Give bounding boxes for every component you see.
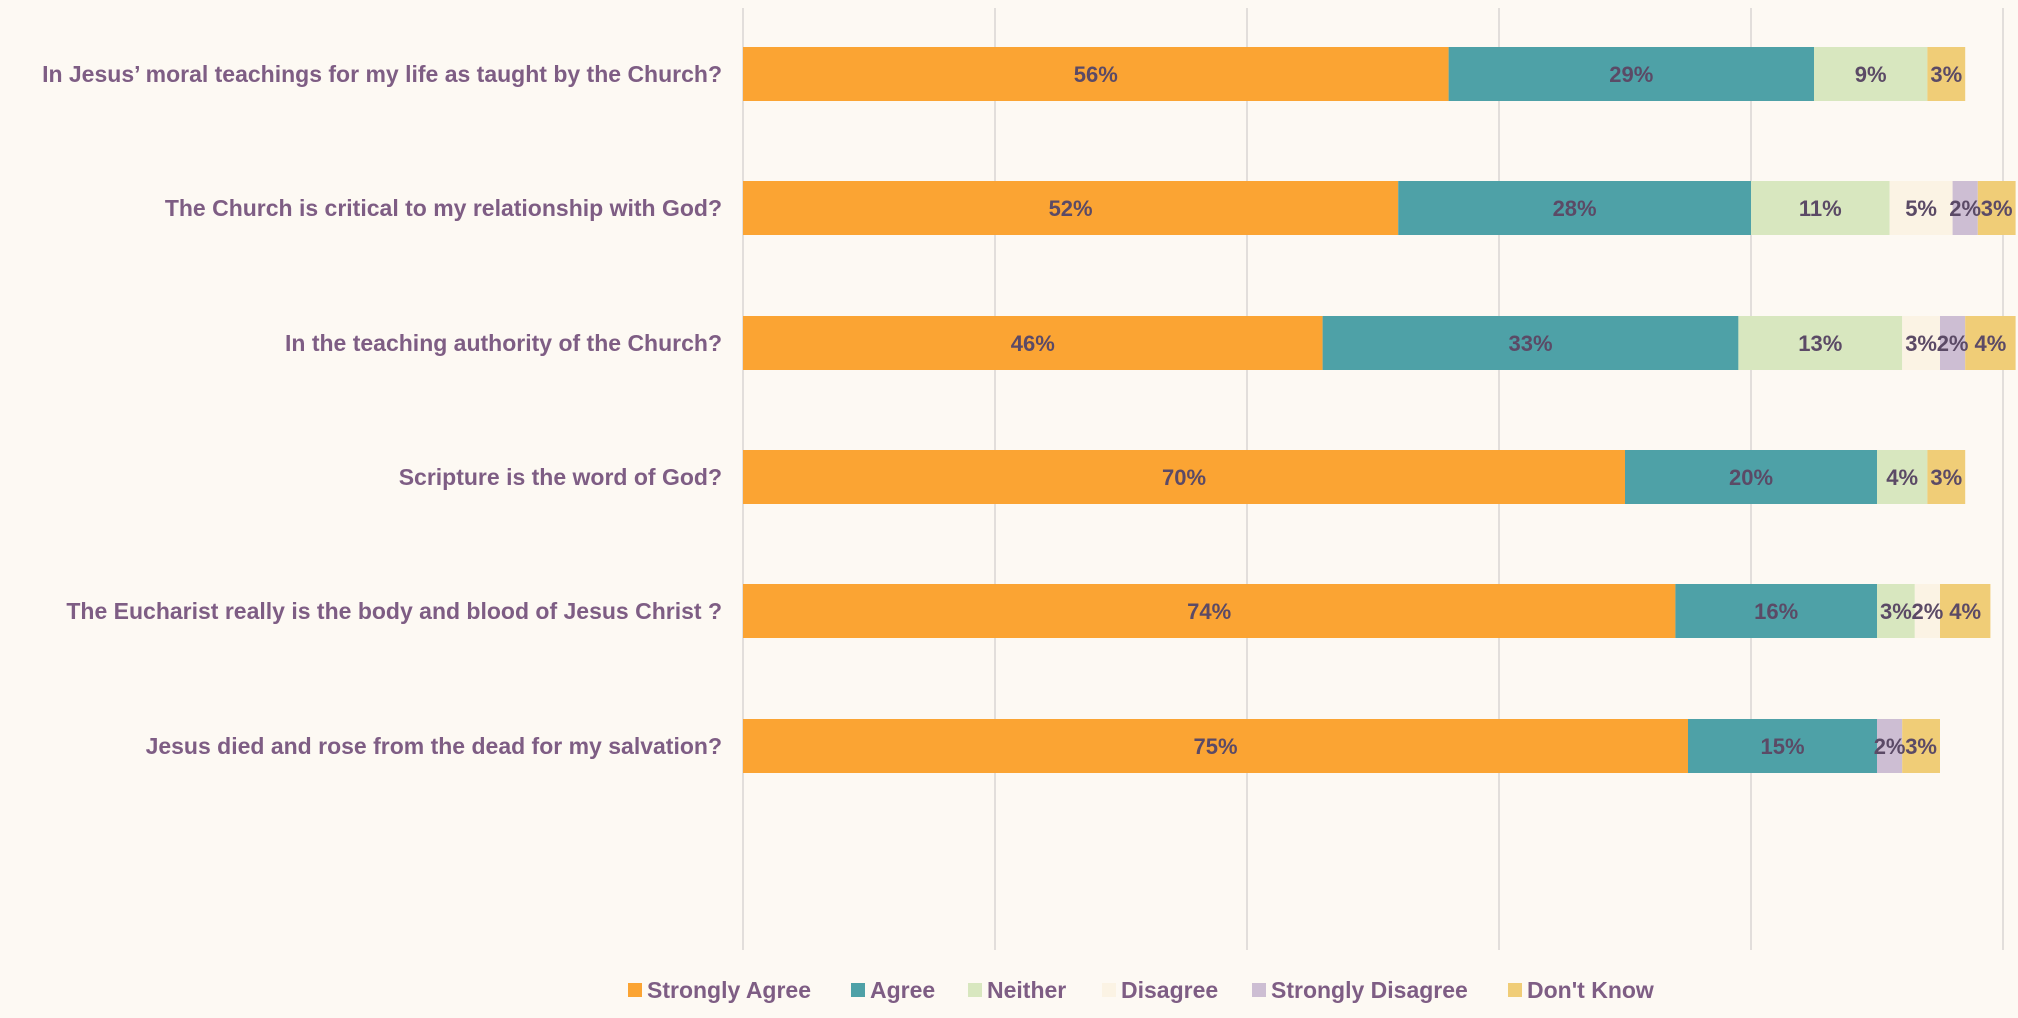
legend-swatch	[1508, 983, 1522, 997]
bar-segment	[1322, 316, 1739, 370]
data-label: 11%	[1799, 196, 1842, 221]
bar-segment	[1448, 47, 1814, 101]
bar-segment	[1940, 584, 1991, 638]
category-label: In Jesus’ moral teachings for my life as…	[42, 61, 722, 87]
legend-swatch	[1252, 983, 1266, 997]
bar-segment	[1751, 181, 1890, 235]
data-label: 2%	[1937, 331, 1969, 356]
bar-segment	[1889, 181, 1953, 235]
data-label: 29%	[1609, 62, 1653, 87]
bar-segment	[1965, 316, 2016, 370]
bar-segment	[1877, 719, 1903, 773]
category-label: Scripture is the word of God?	[399, 464, 722, 490]
bar-segment	[743, 316, 1323, 370]
data-label: 28%	[1553, 196, 1597, 221]
category-label: In the teaching authority of the Church?	[285, 330, 722, 356]
category-label: The Eucharist really is the body and blo…	[66, 598, 722, 624]
data-label: 46%	[1011, 331, 1055, 356]
data-label: 20%	[1729, 465, 1773, 490]
data-label: 3%	[1905, 734, 1937, 759]
data-label: 15%	[1760, 734, 1804, 759]
legend: Strongly Agree Agree Neither Disagree Strong…	[628, 977, 1654, 1003]
data-label: 16%	[1754, 599, 1798, 624]
data-label: 3%	[1930, 465, 1962, 490]
data-label: 4%	[1949, 599, 1981, 624]
value-labels: 56% 29% 9% 3%52% 28% 11% 5% 2% 3%46% 33% 13% 3% 2% 4%…	[1011, 62, 2013, 759]
legend-entry: Disagree	[1121, 977, 1218, 1003]
bar-segment	[1675, 584, 1877, 638]
data-label: 3%	[1905, 331, 1937, 356]
bar-segment	[1927, 450, 1966, 504]
legend-swatch	[851, 983, 865, 997]
bar-segment	[1877, 450, 1928, 504]
data-label: 3%	[1981, 196, 2013, 221]
data-label: 2%	[1949, 196, 1981, 221]
category-label: The Church is critical to my relationshi…	[165, 195, 722, 221]
legend-entry: Agree	[870, 977, 935, 1003]
bar-segment	[1914, 584, 1940, 638]
category-labels: In Jesus’ moral teachings for my life as…	[42, 61, 722, 759]
legend-entry: Neither	[987, 977, 1066, 1003]
data-label: 9%	[1855, 62, 1887, 87]
bar-segment	[743, 584, 1676, 638]
legend-entry: Strongly Agree	[647, 977, 811, 1003]
bar-segment	[1398, 181, 1751, 235]
data-label: 70%	[1162, 465, 1206, 490]
data-label: 5%	[1905, 196, 1937, 221]
bar-segment	[1902, 719, 1940, 773]
bar-segment	[1738, 316, 1903, 370]
bars	[743, 47, 2016, 773]
bar-segment	[743, 181, 1399, 235]
bar-segment	[743, 450, 1625, 504]
bar-segment	[1625, 450, 1877, 504]
category-label: Jesus died and rose from the dead for my…	[146, 733, 722, 759]
legend-swatch	[628, 983, 642, 997]
data-label: 75%	[1193, 734, 1237, 759]
legend-entry: Strongly Disagree	[1271, 977, 1468, 1003]
data-label: 52%	[1049, 196, 1093, 221]
bar-segment	[1814, 47, 1928, 101]
bar-segment	[1688, 719, 1877, 773]
bar-segment	[1940, 316, 1966, 370]
data-label: 56%	[1074, 62, 1118, 87]
data-label: 2%	[1912, 599, 1944, 624]
legend-swatch	[1102, 983, 1116, 997]
bar-segment	[743, 47, 1449, 101]
bar-segment	[1877, 584, 1915, 638]
data-label: 74%	[1187, 599, 1231, 624]
legend-entry: Don't Know	[1527, 977, 1654, 1003]
data-label: 33%	[1508, 331, 1552, 356]
bar-segment	[1927, 47, 1966, 101]
data-label: 3%	[1880, 599, 1912, 624]
data-label: 4%	[1975, 331, 2007, 356]
bar-segment	[1952, 181, 1978, 235]
data-label: 13%	[1798, 331, 1842, 356]
data-label: 3%	[1930, 62, 1962, 87]
bar-segment	[1902, 316, 1940, 370]
data-label: 2%	[1874, 734, 1906, 759]
bar-segment	[743, 719, 1688, 773]
legend-swatch	[968, 983, 982, 997]
bar-segment	[1977, 181, 2016, 235]
data-label: 4%	[1886, 465, 1918, 490]
